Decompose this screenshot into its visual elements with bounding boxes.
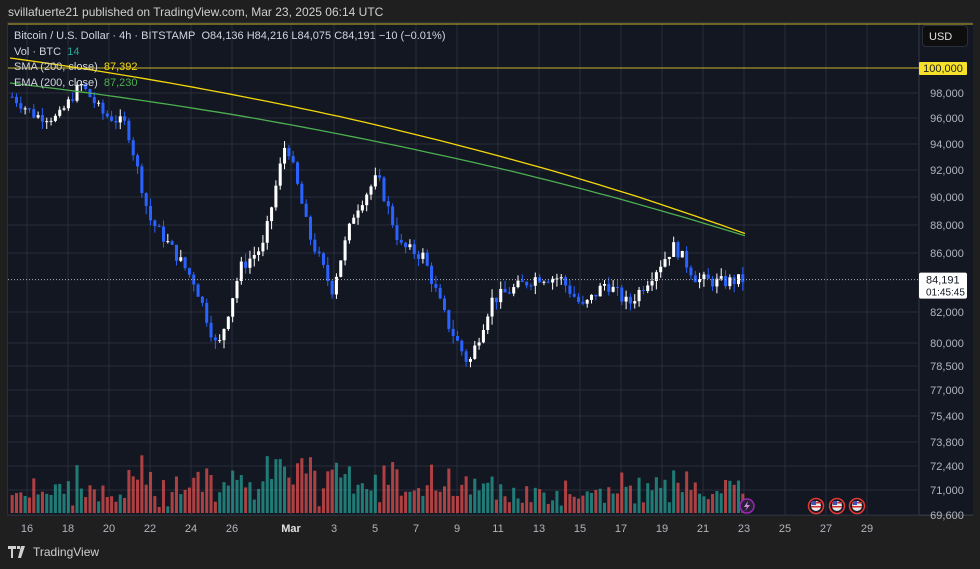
- price-axis-label: 98,000: [930, 88, 964, 100]
- price-axis[interactable]: [919, 23, 973, 515]
- legend-sma-row[interactable]: SMA (200, close) 87,392: [14, 60, 446, 76]
- price-axis-label: 77,000: [930, 385, 964, 397]
- us-flag-icon[interactable]: [807, 497, 825, 515]
- lightning-icon[interactable]: [739, 498, 755, 514]
- time-axis-label: 17: [615, 523, 627, 535]
- time-axis-label: 11: [492, 523, 503, 535]
- currency-button[interactable]: USD: [922, 25, 968, 47]
- svg-text:84,191: 84,191: [926, 275, 960, 287]
- time-axis-label: 24: [185, 523, 197, 535]
- price-axis-label: 88,000: [930, 220, 964, 232]
- tradingview-logo[interactable]: TradingView: [8, 545, 99, 559]
- time-axis-label: 20: [103, 523, 115, 535]
- time-axis-label: 21: [697, 523, 709, 535]
- time-axis-label: 5: [372, 523, 378, 535]
- ema-line[interactable]: [9, 82, 746, 237]
- sma-label: SMA (200, close): [14, 61, 98, 73]
- legend-ema-row[interactable]: EMA (200, close) 87,230: [14, 76, 446, 92]
- price-axis-label: 72,400: [930, 461, 964, 473]
- time-axis-label: 19: [656, 523, 668, 535]
- time-axis-label: 7: [413, 523, 419, 535]
- svg-text:01:45:45: 01:45:45: [926, 288, 965, 299]
- time-axis-label: 9: [454, 523, 460, 535]
- price-axis-label: 75,400: [930, 411, 964, 423]
- ema-label: EMA (200, close): [14, 76, 98, 89]
- publish-info: svillafuerte21 published on TradingView.…: [8, 5, 384, 19]
- time-axis-label: 18: [62, 523, 74, 535]
- time-axis-label: 16: [21, 523, 33, 535]
- time-axis-label: 3: [331, 523, 337, 535]
- time-axis-label: 22: [144, 523, 156, 535]
- us-flag-icon[interactable]: [828, 497, 846, 515]
- price-axis-label: 80,000: [930, 338, 964, 350]
- grid: [8, 23, 919, 516]
- price-axis-label: 78,500: [930, 361, 964, 373]
- price-axis-label: 73,800: [930, 437, 964, 449]
- candles[interactable]: [10, 80, 745, 368]
- chart-legend: Bitcoin / U.S. Dollar · 4h · BITSTAMP O8…: [14, 29, 446, 91]
- price-axis-label: 96,000: [930, 113, 964, 125]
- volume-value: 14: [67, 45, 80, 58]
- symbol-title: Bitcoin / U.S. Dollar · 4h · BITSTAMP: [14, 30, 196, 42]
- price-axis-label: 86,000: [930, 248, 964, 260]
- time-axis-label: 26: [226, 523, 238, 535]
- ohlc-values: O84,136 H84,216 L84,075 C84,191 −10 (−0.…: [201, 30, 446, 42]
- time-axis-label: Mar: [281, 523, 301, 535]
- time-axis-label: 13: [533, 523, 545, 535]
- us-flag-icon[interactable]: [848, 497, 866, 515]
- legend-volume-row[interactable]: Vol · BTC 14: [14, 45, 446, 61]
- price-axis-label: 71,000: [930, 485, 964, 497]
- price-axis-label: 82,000: [930, 307, 964, 319]
- time-axis-label: 27: [820, 523, 832, 535]
- volume-bars[interactable]: [10, 455, 745, 513]
- time-axis-label: 25: [779, 523, 791, 535]
- sma-line[interactable]: [9, 57, 746, 235]
- svg-text:100,000: 100,000: [923, 63, 963, 75]
- time-axis-label: 15: [574, 523, 586, 535]
- sma-value: 87,392: [103, 61, 138, 73]
- event-markers[interactable]: [739, 497, 866, 515]
- tradingview-logo-icon: [8, 546, 25, 558]
- time-axis-label: 29: [861, 523, 873, 535]
- price-axis-label: 94,000: [930, 139, 964, 151]
- price-axis-label: 69,600: [930, 510, 964, 522]
- time-axis-label: 23: [738, 523, 750, 535]
- volume-label: Vol · BTC: [14, 45, 62, 58]
- ema-value: 87,230: [103, 76, 138, 89]
- price-axis-label: 90,000: [930, 192, 964, 204]
- price-axis-label: 92,000: [930, 165, 964, 177]
- brand-name: TradingView: [33, 545, 100, 559]
- price-label-100k: 100,000: [919, 62, 967, 75]
- legend-symbol-row[interactable]: Bitcoin / U.S. Dollar · 4h · BITSTAMP O8…: [14, 29, 446, 45]
